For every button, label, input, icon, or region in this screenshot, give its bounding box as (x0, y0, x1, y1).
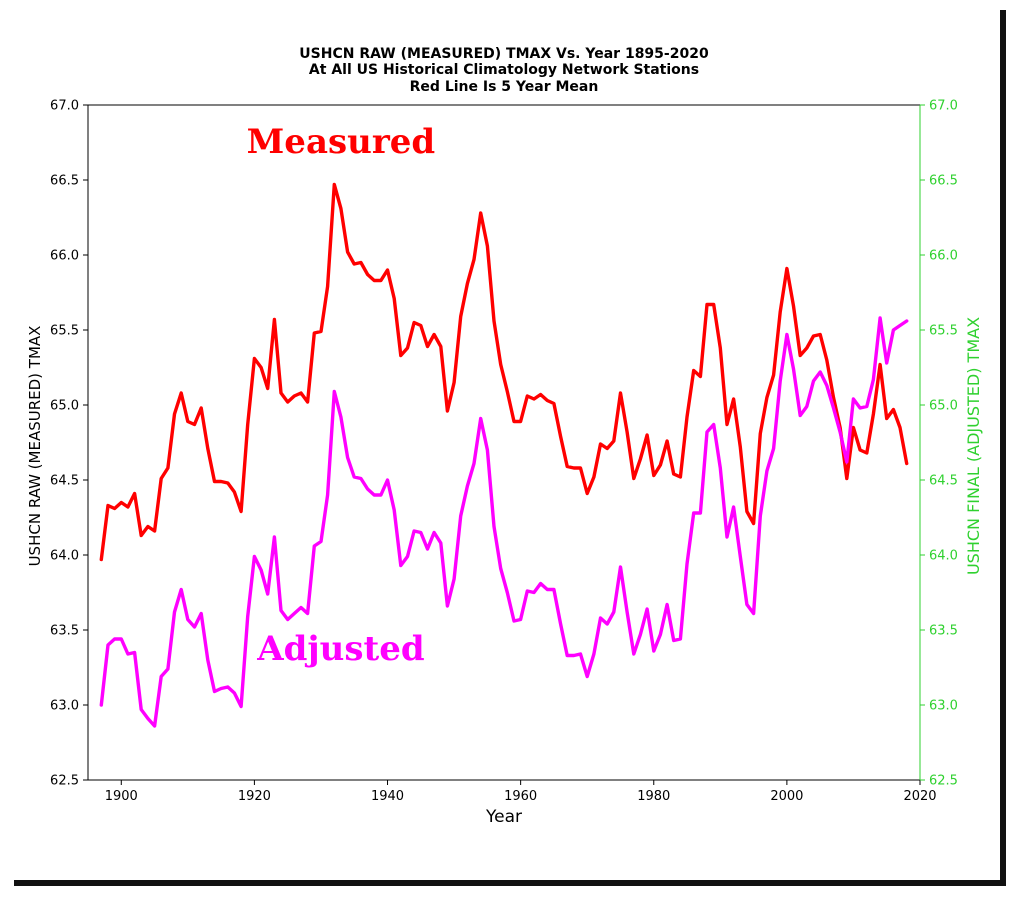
series-layer (99, 182, 909, 728)
y-axis-label-right: USHCN FINAL (ADJUSTED) TMAX (964, 317, 983, 575)
chart-title: USHCN RAW (MEASURED) TMAX Vs. Year 1895-… (299, 46, 709, 95)
y-tick-label-right: 63.0 (929, 699, 958, 714)
measured-line (99, 182, 909, 562)
y-tick-label-right: 67.0 (929, 99, 958, 114)
axes-layer: 1900 1920 1940 1960 1980 2000 202062.563.063.5… (50, 99, 958, 805)
x-tick-label: 2000 (770, 789, 803, 804)
x-tick-label: 1980 (637, 789, 670, 804)
y-tick-label-right: 65.0 (929, 399, 958, 414)
y-tick-label-left: 65.0 (50, 399, 79, 414)
annotation-layer: Measured Adjusted (247, 122, 435, 669)
y-tick-label-right: 64.5 (929, 474, 958, 489)
y-tick-label-left: 67.0 (50, 99, 79, 114)
y-tick-label-right: 66.5 (929, 174, 958, 189)
annotation-measured: Measured (247, 122, 435, 162)
title-line-3: Red Line Is 5 Year Mean (410, 79, 599, 95)
y-tick-label-right: 66.0 (929, 249, 958, 264)
y-tick-label-left: 65.5 (50, 324, 79, 339)
y-tick-label-left: 64.5 (50, 474, 79, 489)
adjusted-line (99, 316, 909, 728)
x-tick-label: 1960 (504, 789, 537, 804)
y-tick-label-left: 64.0 (50, 549, 79, 564)
y-axis-label-left: USHCN RAW (MEASURED) TMAX (26, 326, 44, 567)
chart-frame: USHCN RAW (MEASURED) TMAX Vs. Year 1895-… (8, 4, 1000, 880)
y-tick-label-left: 63.5 (50, 624, 79, 639)
annotation-adjusted: Adjusted (256, 629, 424, 669)
y-tick-label-left: 62.5 (50, 774, 79, 789)
x-tick-label: 1900 (105, 789, 138, 804)
y-tick-label-right: 63.5 (929, 624, 958, 639)
y-tick-label-right: 65.5 (929, 324, 958, 339)
y-tick-label-left: 66.5 (50, 174, 79, 189)
y-tick-label-right: 64.0 (929, 549, 958, 564)
title-line-2: At All US Historical Climatology Network… (309, 62, 699, 78)
x-tick-label: 1940 (371, 789, 404, 804)
chart-svg: USHCN RAW (MEASURED) TMAX Vs. Year 1895-… (26, 46, 983, 827)
x-tick-label: 2020 (903, 789, 936, 804)
y-tick-label-left: 66.0 (50, 249, 79, 264)
x-axis-label: Year (485, 807, 522, 827)
title-line-1: USHCN RAW (MEASURED) TMAX Vs. Year 1895-… (299, 46, 709, 62)
plot-background (88, 105, 920, 780)
x-tick-label: 1920 (238, 789, 271, 804)
y-tick-label-left: 63.0 (50, 699, 79, 714)
plot-area (88, 105, 920, 780)
y-tick-label-right: 62.5 (929, 774, 958, 789)
